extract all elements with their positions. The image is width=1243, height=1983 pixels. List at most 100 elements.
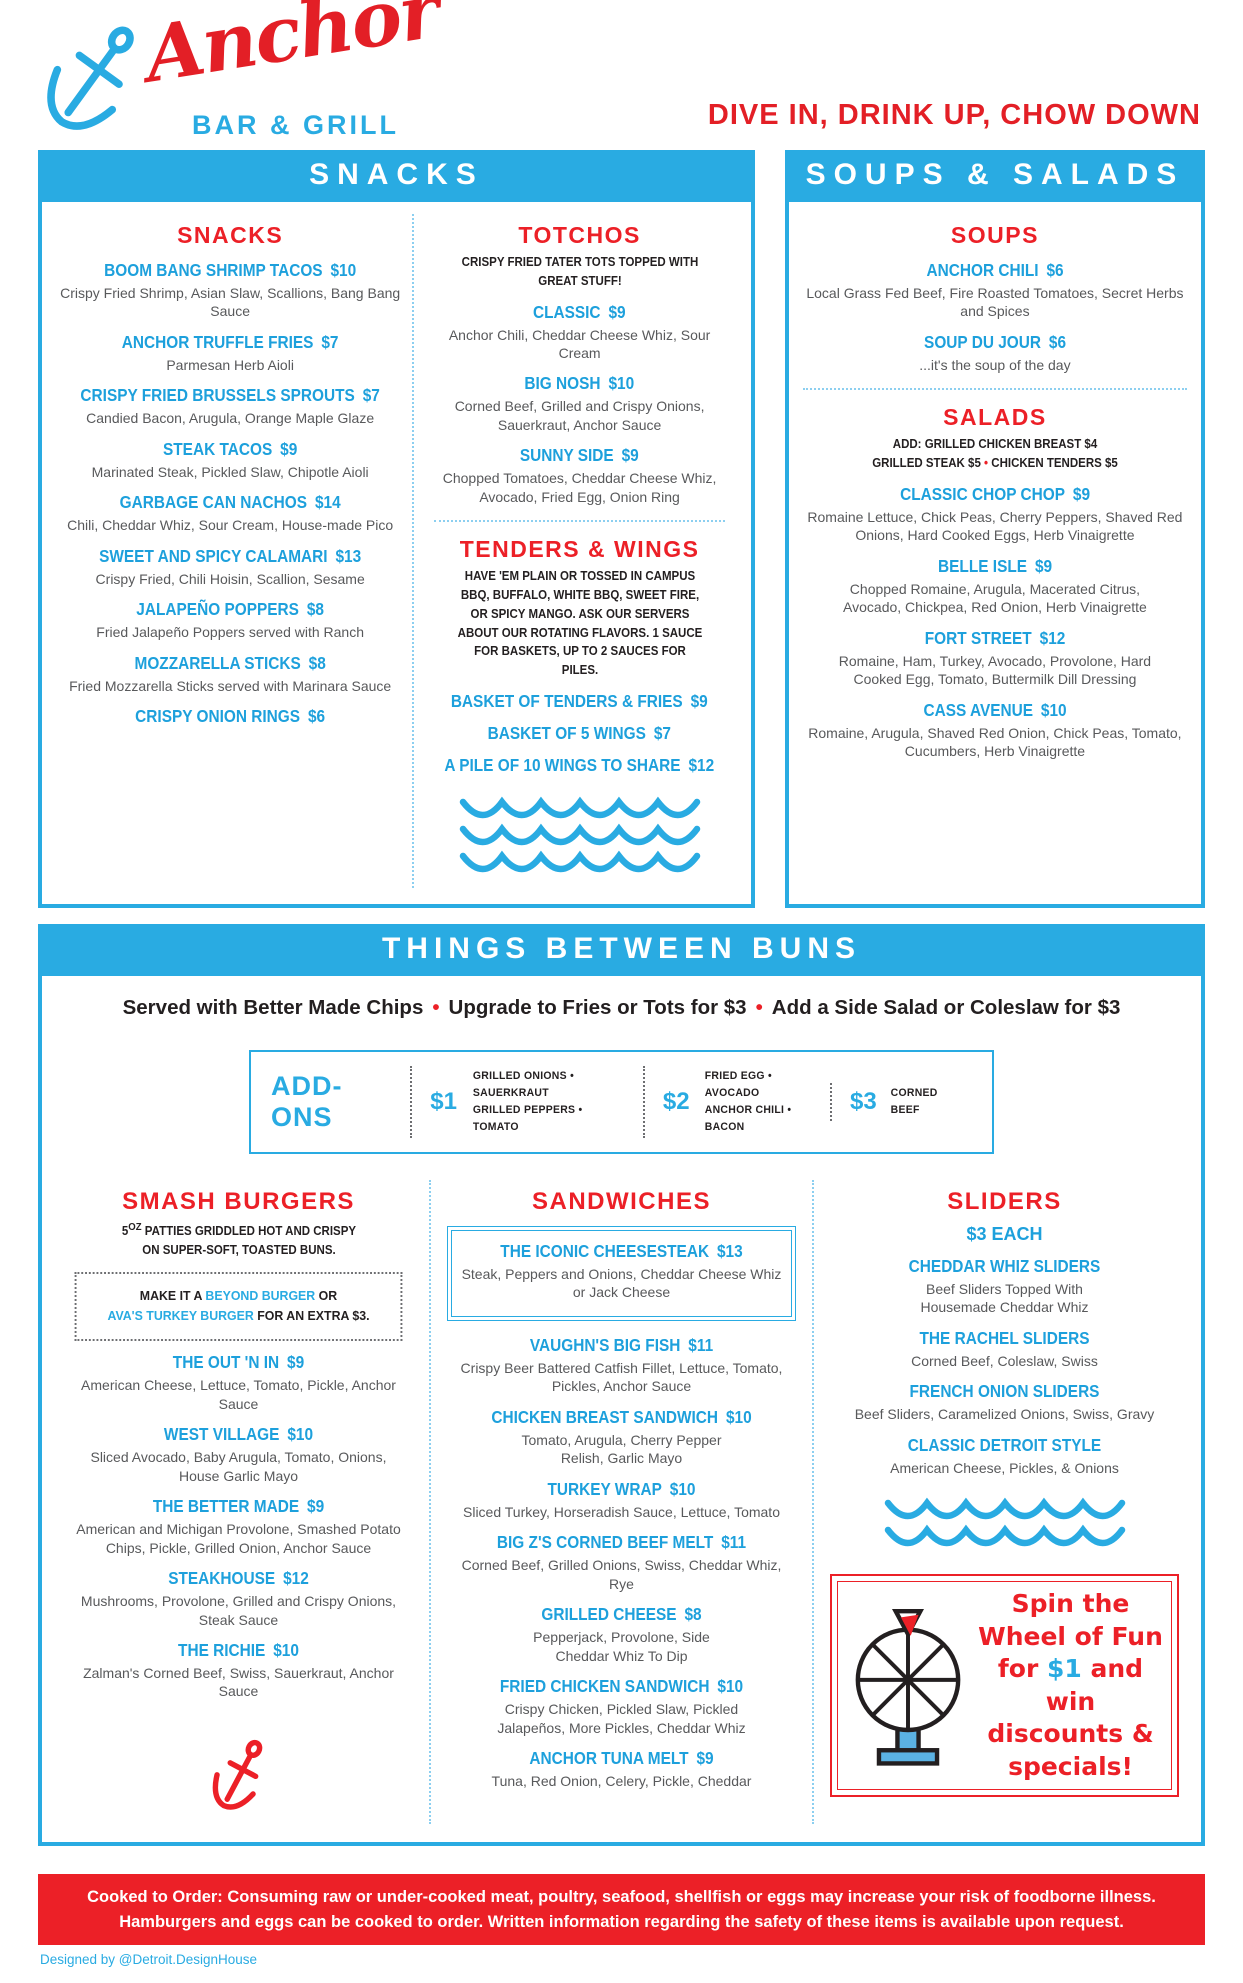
item-price: $6 (1046, 260, 1064, 280)
addon-price: $1 (430, 1087, 457, 1115)
menu-item: SWEET AND SPICY CALAMARI $13 Crispy Fried… (60, 546, 400, 588)
item-name: GRILLED CHEESE (541, 1604, 677, 1625)
item-price: $9 (608, 301, 626, 322)
item-price: $9 (307, 1496, 325, 1517)
section-title: SMASH BURGERS (122, 1188, 355, 1215)
item-price: $10 (725, 1406, 752, 1427)
buns-body: Served with Better Made Chips • Upgrade to… (38, 975, 1205, 1846)
red-bullet: • (755, 995, 763, 1019)
menu-item: CLASSIC $9 Anchor Chili, Cheddar Cheese W… (426, 302, 733, 363)
section-note: 5OZ PATTIES GRIDDLED HOT AND CRISPY ON S… (121, 1222, 356, 1257)
item-desc: Crispy Beer Battered Catfish Fillet, Let… (460, 1359, 783, 1395)
buns-columns: SMASH BURGERS 5OZ PATTIES GRIDDLED HOT A… (48, 1180, 1195, 1824)
item-name: BOOM BANG SHRIMP TACOS (104, 260, 323, 280)
menu-item: SUNNY SIDE $9 Chopped Tomatoes, Cheddar C… (426, 445, 733, 506)
designer-credit: Designed by @Detroit.DesignHouse (40, 1952, 258, 1968)
wave-icon (459, 796, 700, 873)
menu-item: BASKET OF 5 WINGS $7 (426, 723, 733, 744)
item-name: CHEDDAR WHIZ SLIDERS (908, 1256, 1101, 1276)
buns-subtitle: Served with Better Made Chips • Upgrade to… (122, 995, 1121, 1019)
brand-name: Anchor (138, 0, 444, 100)
item-name: VAUGHN'S BIG FISH (529, 1334, 681, 1355)
item-desc: Romaine, Arugula, Shaved Red Onion, Chic… (808, 724, 1182, 760)
brand-logo: Anchor BAR & GRILL (42, 0, 462, 140)
item-price: $11 (688, 1334, 714, 1355)
addon-line: ANCHOR CHILI • BACON (704, 1103, 791, 1133)
item-desc: Parmesan Herb Aioli (166, 356, 294, 373)
item-name: CLASSIC DETROIT STYLE (907, 1434, 1102, 1455)
item-desc: Tomato, Arugula, Cherry Pepper Relish, G… (521, 1431, 722, 1467)
menu-item: THE BETTER MADE $9 American and Michigan … (64, 1496, 413, 1557)
menu-item: A PILE OF 10 WINGS TO SHARE $12 (426, 755, 733, 776)
item-desc: ...it's the soup of the day (919, 356, 1071, 373)
item-name: THE BETTER MADE (152, 1496, 300, 1517)
item-price: $9 (1072, 483, 1090, 504)
item-name: ANCHOR TUNA MELT (529, 1748, 689, 1769)
menu-item: CASS AVENUE $10 Romaine, Arugula, Shaved … (795, 700, 1195, 761)
item-price: $9 (280, 438, 298, 459)
item-desc: Corned Beef, Grilled Onions, Swiss, Ched… (461, 1557, 782, 1592)
item-price: $13 (335, 545, 362, 566)
menu-item: THE OUT 'N IN $9 American Cheese, Lettuce… (64, 1352, 413, 1413)
item-price: $13 (716, 1241, 743, 1261)
menu-item: THE ICONIC CHEESESTEAK $13 Steak, Peppers… (456, 1241, 787, 1302)
menu-item: THE RACHEL SLIDERS Corned Beef, Coleslaw… (830, 1328, 1179, 1370)
item-price: $9 (1034, 555, 1052, 576)
item-name: FRIED CHICKEN SANDWICH (499, 1676, 710, 1697)
addon-price: $2 (662, 1087, 690, 1115)
menu-item: BOOM BANG SHRIMP TACOS $10 Crispy Fried S… (60, 260, 400, 321)
burger-upgrade-note: MAKE IT A BEYOND BURGER OR AVA'S TURKEY … (74, 1271, 403, 1342)
item-name: STEAKHOUSE (168, 1568, 276, 1589)
section-title: SOUPS (950, 222, 1039, 248)
menu-item: JALAPEÑO POPPERS $8 Fried Jalapeño Popper… (60, 599, 400, 641)
item-price: $9 (690, 690, 709, 711)
red-bullet: • (432, 995, 440, 1019)
item-name: BIG Z'S CORNED BEEF MELT (496, 1532, 714, 1553)
item-desc: Romaine Lettuce, Chick Peas, Cherry Pepp… (807, 508, 1183, 544)
item-price: $12 (283, 1568, 309, 1589)
featured-item-box: THE ICONIC CHEESESTEAK $13 Steak, Peppers… (447, 1226, 796, 1321)
buns-banner: THINGS BETWEEN BUNS (38, 923, 1205, 976)
item-name: SOUP DU JOUR (923, 331, 1041, 352)
item-desc: Romaine, Ham, Turkey, Avocado, Provolone… (838, 652, 1152, 688)
item-price: $9 (696, 1748, 714, 1769)
item-name: SUNNY SIDE (520, 445, 614, 466)
item-price: $8 (308, 652, 326, 673)
addon-line: GRILLED ONIONS • SAUERKRAUT (472, 1069, 574, 1099)
item-name: THE RICHIE (178, 1640, 266, 1660)
item-desc: Steak, Peppers and Onions, Cheddar Chees… (461, 1266, 782, 1301)
disclaimer-line: Hamburgers and eggs can be cooked to ord… (119, 1912, 1124, 1931)
item-price: $7 (362, 385, 380, 406)
wave-icon (884, 1497, 1125, 1547)
menu-item: BIG Z'S CORNED BEEF MELT $11 Corned Beef,… (447, 1532, 796, 1593)
item-desc: Fried Jalapeño Poppers served with Ranch (96, 624, 364, 641)
section-title: SNACKS (177, 222, 284, 248)
item-price: $10 (608, 373, 635, 394)
header: Anchor BAR & GRILL DIVE IN, DRINK UP, CH… (38, 0, 1205, 150)
addon-line: CORNED BEEF (890, 1086, 938, 1116)
spin-wheel-icon (855, 1608, 961, 1766)
section-title: TENDERS & WINGS (459, 536, 700, 563)
item-desc: Fried Mozzarella Sticks served with Mari… (69, 677, 392, 694)
item-desc: Candied Bacon, Arugula, Orange Maple Gla… (86, 410, 375, 427)
sliders-column: SLIDERS $3 EACH CHEDDAR WHIZ SLIDERS Bee… (812, 1180, 1195, 1824)
item-price: $10 (717, 1676, 744, 1697)
item-name: CLASSIC (533, 301, 601, 322)
addon-line: GRILLED PEPPERS • TOMATO (472, 1103, 583, 1133)
item-name: WEST VILLAGE (163, 1424, 280, 1445)
item-desc: Sliced Avocado, Baby Arugula, Tomato, On… (90, 1449, 387, 1484)
menu-item: STEAKHOUSE $12 Mushrooms, Provolone, Gril… (64, 1568, 413, 1629)
section-note: CRISPY FRIED TATER TOTS TOPPED WITH GREA… (461, 255, 698, 288)
section-note: HAVE 'EM PLAIN OR TOSSED IN CAMPUS BBQ, … (457, 569, 702, 678)
item-desc: Zalman's Corned Beef, Swiss, Sauerkraut,… (83, 1665, 394, 1700)
addons-box: ADD-ONS $1 GRILLED ONIONS • SAUERKRAUT G… (249, 1049, 994, 1154)
snacks-banner: SNACKS (38, 150, 755, 202)
item-name: JALAPEÑO POPPERS (136, 599, 299, 620)
item-name: THE ICONIC CHEESESTEAK (500, 1241, 710, 1261)
item-name: STEAK TACOS (163, 438, 273, 459)
item-name: MOZZARELLA STICKS (134, 652, 301, 673)
spin-wheel-promo: Spin the Wheel of Fun for $1 and win dis… (830, 1574, 1179, 1798)
addon-tier: $1 GRILLED ONIONS • SAUERKRAUT GRILLED P… (410, 1065, 643, 1138)
item-desc: Local Grass Fed Beef, Fire Roasted Tomat… (806, 285, 1184, 320)
brand-subtitle: BAR & GRILL (192, 110, 399, 140)
